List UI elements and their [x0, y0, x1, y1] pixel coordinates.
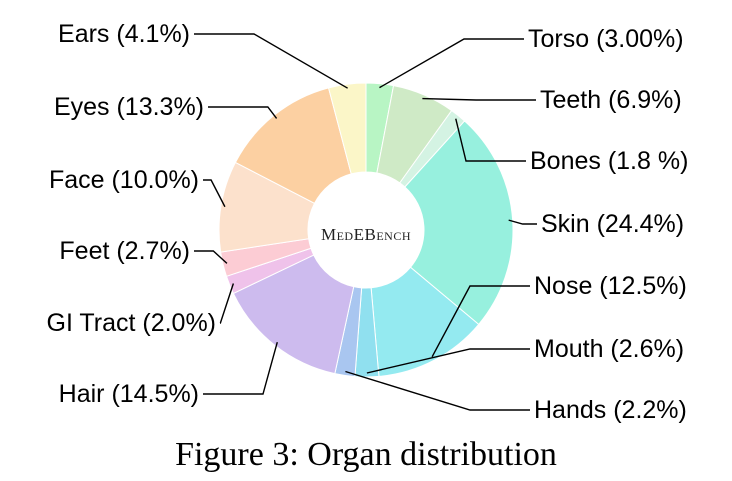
label-torso: Torso (3.00%)	[528, 25, 684, 53]
leader-nose	[431, 285, 530, 358]
label-feet: Feet (2.7%)	[59, 237, 190, 265]
slice-labels: Torso (3.00%) Teeth (6.9%) Bones (1.8 %) Sk…	[47, 20, 689, 424]
label-hair: Hair (14.5%)	[59, 380, 199, 408]
slice-hair	[232, 254, 355, 375]
figure-caption: Figure 3: Organ distribution	[175, 436, 557, 473]
label-bones: Bones (1.8 %)	[530, 147, 688, 175]
label-skin: Skin (24.4%)	[541, 210, 684, 238]
leader-feet	[194, 250, 228, 264]
slice-ears	[327, 82, 367, 175]
leader-eyes	[208, 106, 278, 119]
leader-hands	[345, 370, 530, 411]
label-eyes: Eyes (13.3%)	[54, 93, 204, 121]
label-mouth: Mouth (2.6%)	[534, 335, 684, 363]
leader-teeth	[422, 97, 536, 101]
leader-torso	[379, 38, 524, 89]
label-face: Face (10.0%)	[49, 166, 199, 194]
leader-bones	[455, 118, 526, 162]
label-ears: Ears (4.1%)	[58, 20, 190, 48]
leader-skin	[508, 219, 537, 225]
leader-mouth	[366, 348, 530, 374]
leader-hair	[203, 341, 278, 395]
center-text: MedEBench	[321, 225, 411, 244]
slice-eyes	[234, 87, 352, 205]
leader-ears	[194, 33, 348, 89]
label-gi-tract: GI Tract (2.0%)	[47, 309, 216, 337]
label-nose: Nose (12.5%)	[534, 272, 687, 300]
leader-lines	[194, 33, 537, 411]
label-hands: Hands (2.2%)	[534, 396, 687, 424]
label-teeth: Teeth (6.9%)	[540, 86, 682, 114]
leader-gi-tract	[219, 283, 235, 324]
donut-slices	[218, 82, 514, 378]
slice-skin	[404, 120, 514, 326]
leader-face	[203, 179, 226, 208]
